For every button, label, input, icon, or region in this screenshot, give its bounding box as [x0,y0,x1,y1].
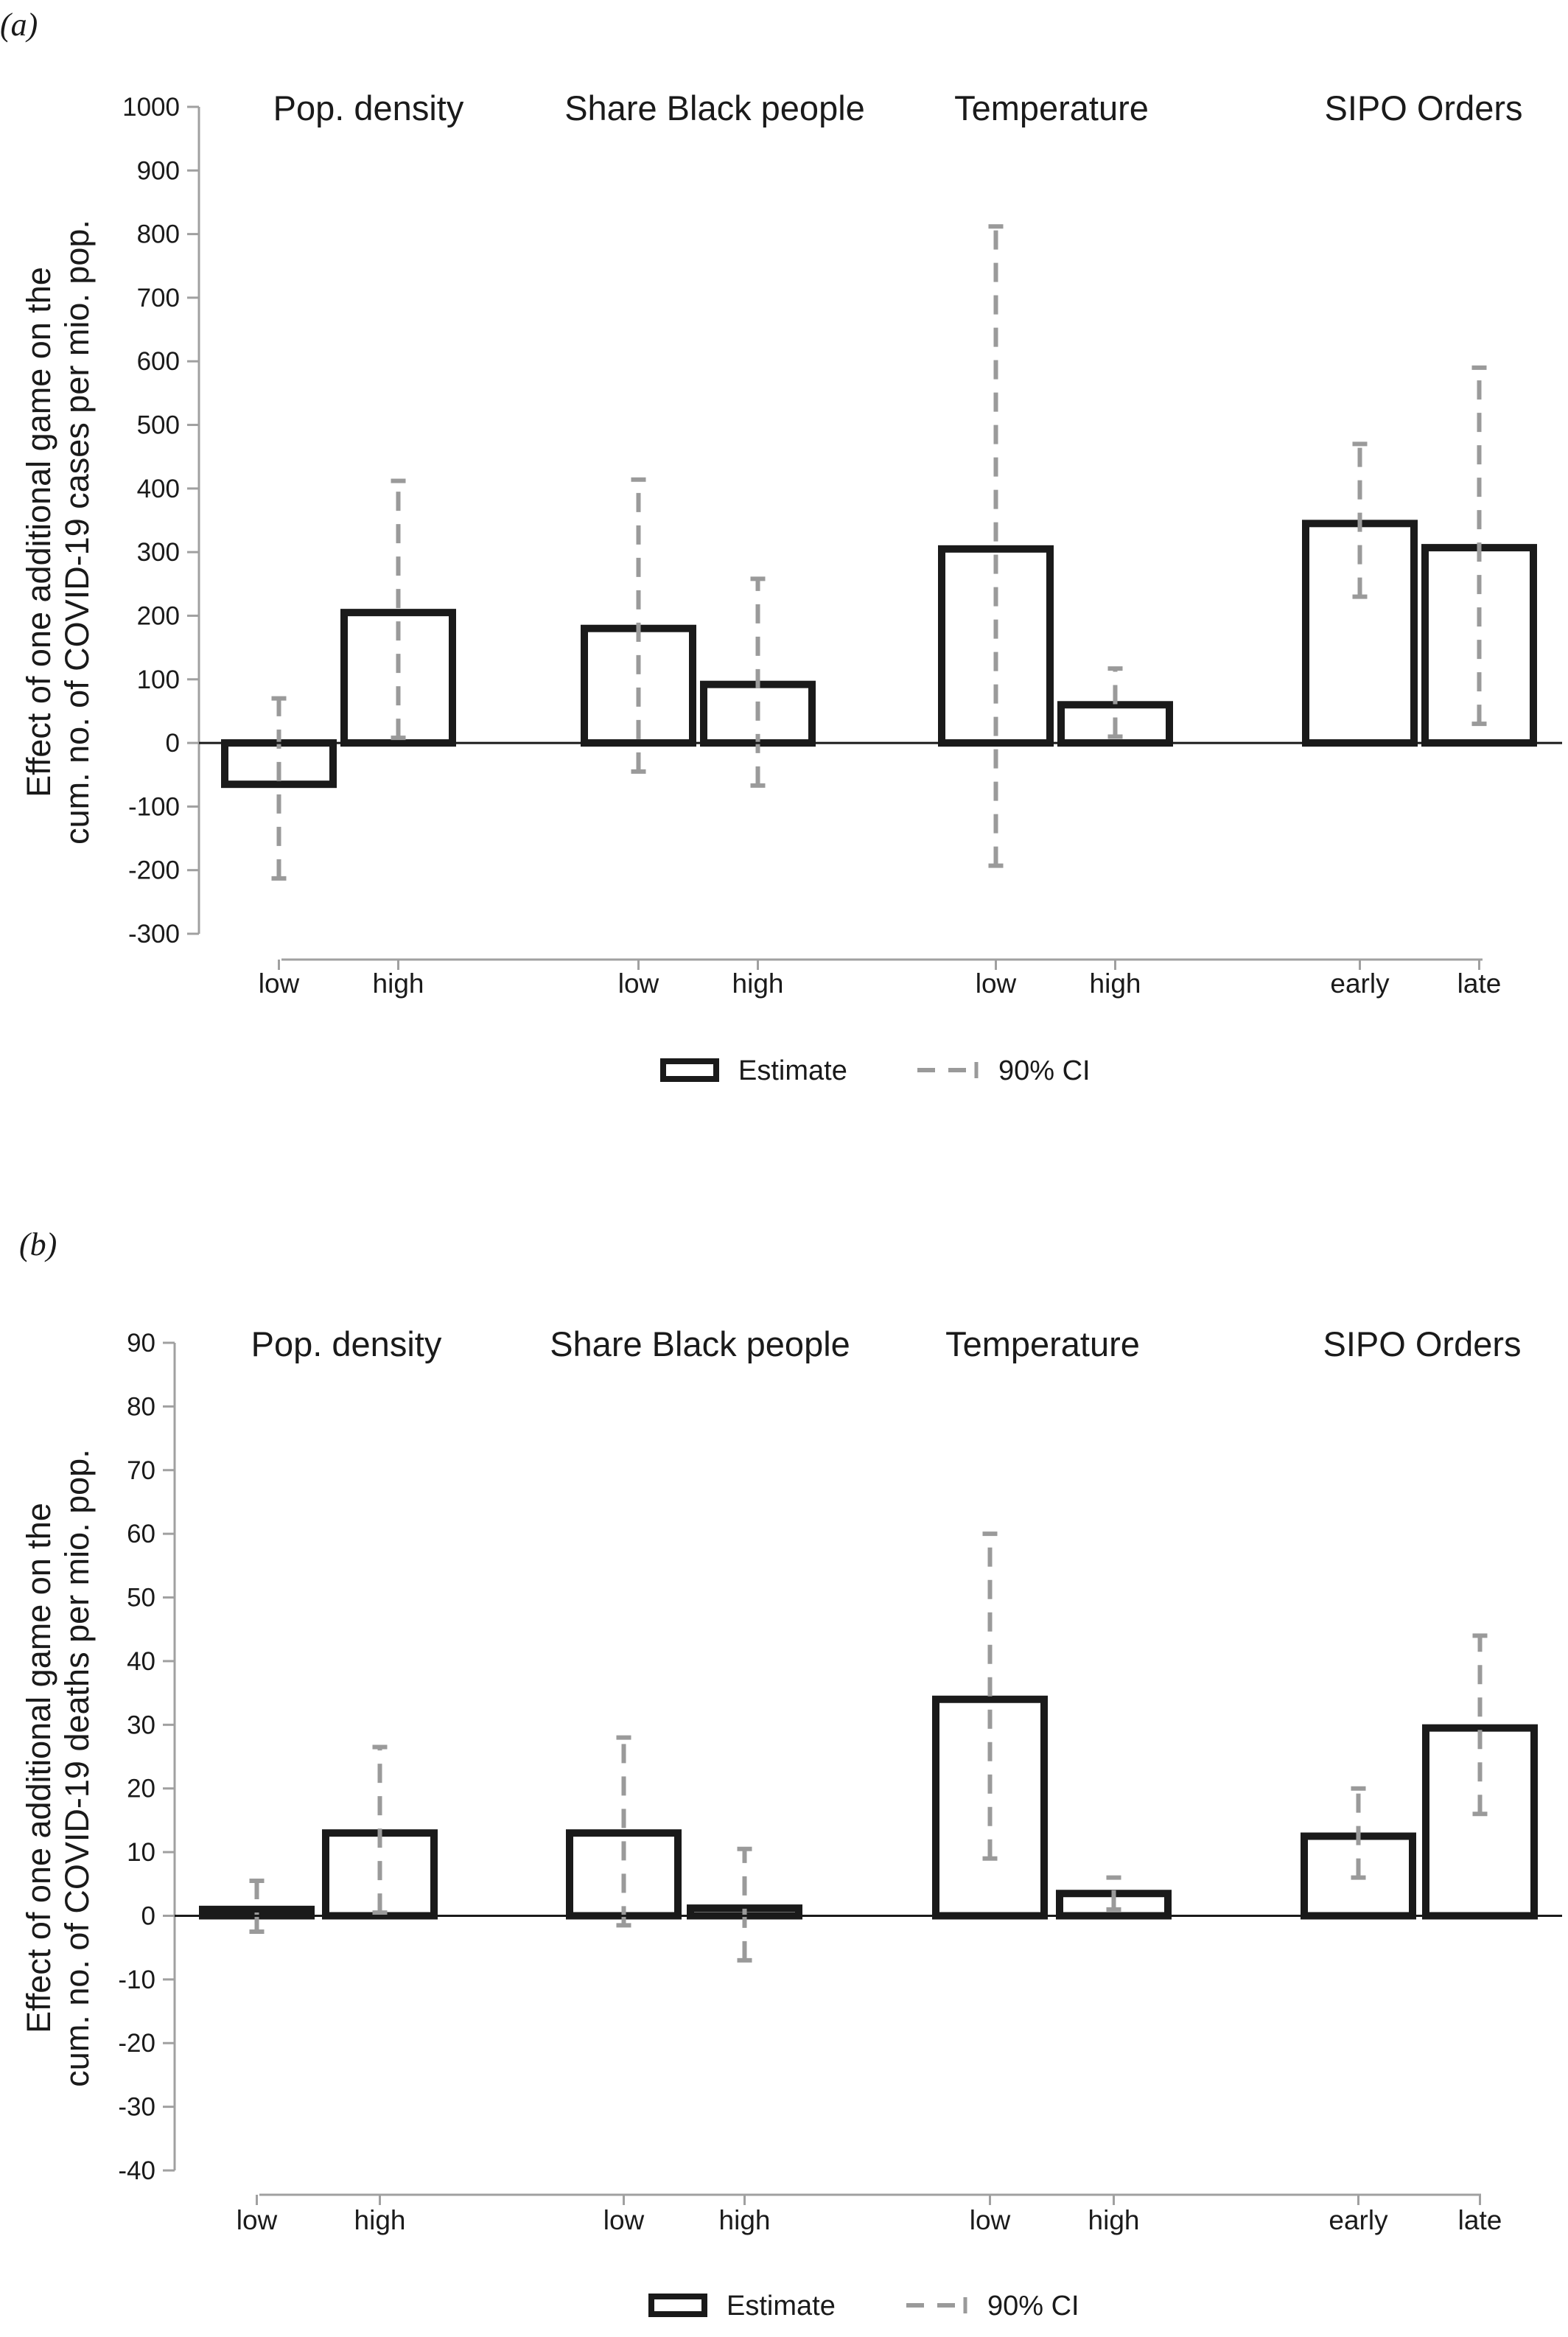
legend-ci-label: 90% CI [987,2291,1079,2322]
y-tick-label: 40 [127,1647,155,1676]
category-label: low [259,968,300,999]
y-axis-title-line: cum. no. of COVID-19 cases per mio. pop. [58,220,96,845]
y-tick-label: -200 [128,856,180,885]
legend-estimate-swatch [660,1058,719,1082]
category-label: high [373,968,424,999]
category-label: low [237,2205,278,2235]
category-label: late [1457,968,1502,999]
group-title: Pop. density [251,1324,442,1363]
bar-estimate [938,545,1054,747]
y-tick-label: 0 [166,729,180,758]
y-tick-label: -300 [128,920,180,949]
legend: Estimate 90% CI [660,1055,1091,1086]
y-tick-label: -30 [118,2093,155,2122]
y-tick-label: 30 [127,1711,155,1739]
category-label: low [970,2205,1011,2235]
y-tick-label: -10 [118,1966,155,1994]
category-label: low [976,968,1017,999]
category-label: early [1329,2205,1388,2235]
group-title: SIPO Orders [1324,88,1522,127]
y-tick-label: 300 [137,538,180,567]
legend-estimate-label: Estimate [727,2291,836,2322]
y-tick-label: 600 [137,347,180,376]
category-label: early [1330,968,1390,999]
panel-label: (b) [19,1226,57,1262]
chart-panel-2: (b) 90 80 70 60 50 40 30 20 10 0 -10 -20 -30 -40 Effect… [19,1226,1562,2322]
panel-label: (a) [0,7,38,43]
y-tick-label: 60 [127,1520,155,1548]
y-tick-label: -20 [118,2029,155,2058]
y-tick-label: 80 [127,1392,155,1421]
bar-estimate [1422,1724,1538,1920]
group-title: Share Black people [564,88,865,127]
y-tick-label: 900 [137,156,180,185]
category-label: late [1458,2205,1502,2235]
y-tick-label: 70 [127,1456,155,1485]
y-tick-label: 50 [127,1584,155,1613]
y-axis-title-line: Effect of one additional game on the [20,267,57,797]
chart-panel-1: (a)10009008007006005004003002001000-100-… [0,7,1562,1086]
y-tick-label: 10 [127,1838,155,1867]
y-tick-label: -100 [128,792,180,821]
y-tick-label: 500 [137,411,180,440]
group-title: Share Black people [550,1324,850,1363]
legend-ci-label: 90% CI [998,1055,1091,1086]
group-title: Temperature [945,1324,1140,1363]
category-label: high [732,968,784,999]
y-tick-label: -40 [118,2156,155,2185]
y-tick-label: 0 [141,1901,155,1930]
y-tick-label: 400 [137,475,180,503]
category-label: high [354,2205,406,2235]
legend-estimate-swatch [648,2294,707,2317]
category-label: high [1090,968,1141,999]
y-tick-label: 700 [137,284,180,312]
y-tick-label: 200 [137,601,180,630]
legend-estimate-label: Estimate [738,1055,847,1086]
group-title: Temperature [954,88,1149,127]
legend: Estimate 90% CI [648,2291,1079,2322]
y-axis-title-line: Effect of one additional game on the [20,1503,57,2033]
category-label: low [618,968,659,999]
category-label: low [603,2205,645,2235]
y-axis-title-line: cum. no. of COVID-19 deaths per mio. pop… [58,1449,96,2086]
y-tick-label: 90 [127,1329,155,1358]
group-title: SIPO Orders [1323,1324,1521,1363]
category-label: high [1088,2205,1140,2235]
category-label: high [719,2205,771,2235]
group-title: Pop. density [273,88,464,127]
y-tick-label: 1000 [122,93,180,122]
y-tick-label: 100 [137,666,180,694]
y-tick-label: 20 [127,1775,155,1803]
y-tick-label: 800 [137,220,180,249]
